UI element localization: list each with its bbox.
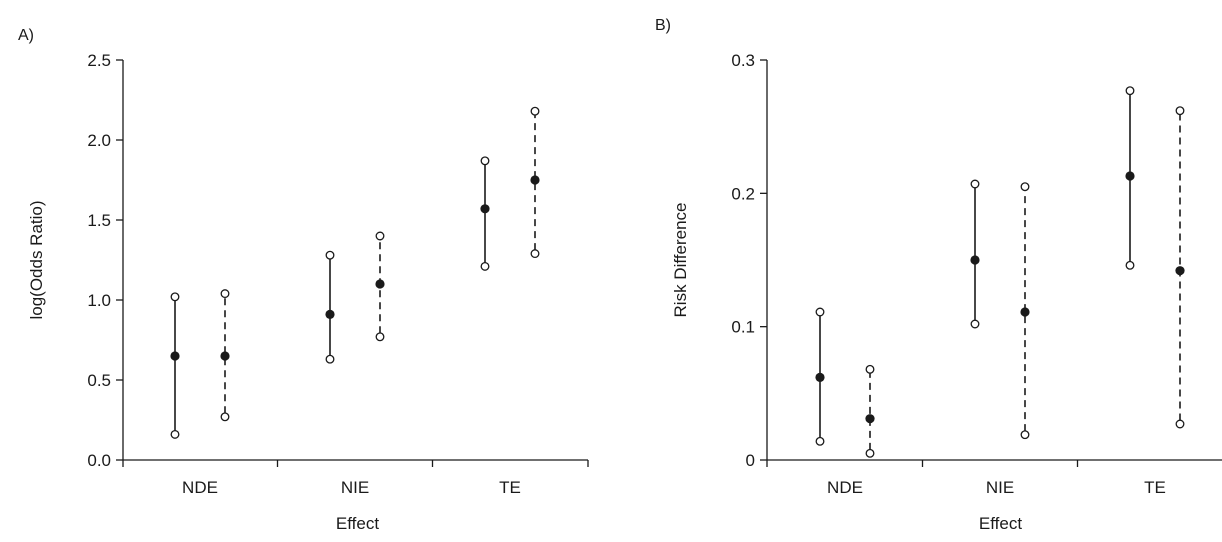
panel-b-solid-estimate-point bbox=[815, 372, 825, 382]
panel-b-y-tick-label: 0.2 bbox=[731, 184, 755, 203]
panel-a-solid-upper-point bbox=[325, 250, 335, 260]
panel-b-dashed-lower-point bbox=[1020, 430, 1030, 440]
panel-a-solid-lower-point bbox=[170, 429, 180, 439]
panel-a-x-tick-label: NIE bbox=[341, 478, 369, 497]
panel-a-dashed-estimate-point bbox=[375, 279, 385, 289]
panel-a-y-tick-label: 1.0 bbox=[87, 291, 111, 310]
panel-b-solid-upper-point bbox=[815, 307, 825, 317]
panel-a-dashed-upper-point bbox=[375, 231, 385, 241]
panel-a-dashed-upper-point bbox=[530, 106, 540, 116]
panel-a-dashed-estimate-point bbox=[530, 175, 540, 185]
panel-b-solid-estimate-point bbox=[1125, 171, 1135, 181]
panel-b-y-tick-label: 0.3 bbox=[731, 51, 755, 70]
panel-b-solid-lower-point bbox=[970, 319, 980, 329]
panel-a-solid-lower-point bbox=[325, 354, 335, 364]
panel-b-x-tick-label: NDE bbox=[827, 478, 863, 497]
panel-a-solid-estimate-point bbox=[325, 309, 335, 319]
panel-b-x-axis-title: Effect bbox=[979, 514, 1022, 533]
panel-b-dashed-estimate-point bbox=[865, 414, 875, 424]
panel-b-dashed-upper-point bbox=[1020, 182, 1030, 192]
panel-b-solid-upper-point bbox=[970, 179, 980, 189]
panel-a-y-tick-label: 1.5 bbox=[87, 211, 111, 230]
panel-a-label: A) bbox=[18, 27, 34, 44]
panel-a-solid-upper-point bbox=[170, 292, 180, 302]
panel-a-dashed-lower-point bbox=[220, 412, 230, 422]
panel-b-solid-lower-point bbox=[815, 436, 825, 446]
panel-a-solid-lower-point bbox=[480, 261, 490, 271]
panel-b-dashed-lower-point bbox=[1175, 419, 1185, 429]
panel-b-solid-lower-point bbox=[1125, 260, 1135, 270]
panel-a-solid-estimate-point bbox=[480, 204, 490, 214]
panel-b-dashed-upper-point bbox=[865, 364, 875, 374]
panel-b-label: B) bbox=[655, 17, 671, 34]
panel-b-dashed-estimate-point bbox=[1175, 266, 1185, 276]
panel-b-x-tick-label: TE bbox=[1144, 478, 1166, 497]
panel-a-x-tick-label: TE bbox=[499, 478, 521, 497]
panel-b-x-tick-label: NIE bbox=[986, 478, 1014, 497]
panel-b-y-axis-title: Risk Difference bbox=[671, 203, 690, 318]
panel-a-y-tick-label: 2.0 bbox=[87, 131, 111, 150]
panel-b-dashed-estimate-point bbox=[1020, 307, 1030, 317]
panel-a-solid-estimate-point bbox=[170, 351, 180, 361]
panel-a-y-tick-label: 0.5 bbox=[87, 371, 111, 390]
panel-b-y-tick-label: 0.1 bbox=[731, 318, 755, 337]
panel-a-y-tick-label: 2.5 bbox=[87, 51, 111, 70]
panel-a-x-tick-label: NDE bbox=[182, 478, 218, 497]
panel-a-dashed-lower-point bbox=[530, 249, 540, 259]
panel-a-x-axis-title: Effect bbox=[336, 514, 379, 533]
panel-b-solid-estimate-point bbox=[970, 255, 980, 265]
panel-a-dashed-lower-point bbox=[375, 332, 385, 342]
panel-b-y-tick-label: 0 bbox=[746, 451, 755, 470]
panel-a-y-axis-title: log(Odds Ratio) bbox=[27, 200, 46, 319]
panel-a-dashed-upper-point bbox=[220, 289, 230, 299]
panel-a-dashed-estimate-point bbox=[220, 351, 230, 361]
panel-a-solid-upper-point bbox=[480, 156, 490, 166]
panel-b-dashed-lower-point bbox=[865, 448, 875, 458]
panel-b-solid-upper-point bbox=[1125, 86, 1135, 96]
panel-a-y-tick-label: 0.0 bbox=[87, 451, 111, 470]
panel-b-dashed-upper-point bbox=[1175, 106, 1185, 116]
